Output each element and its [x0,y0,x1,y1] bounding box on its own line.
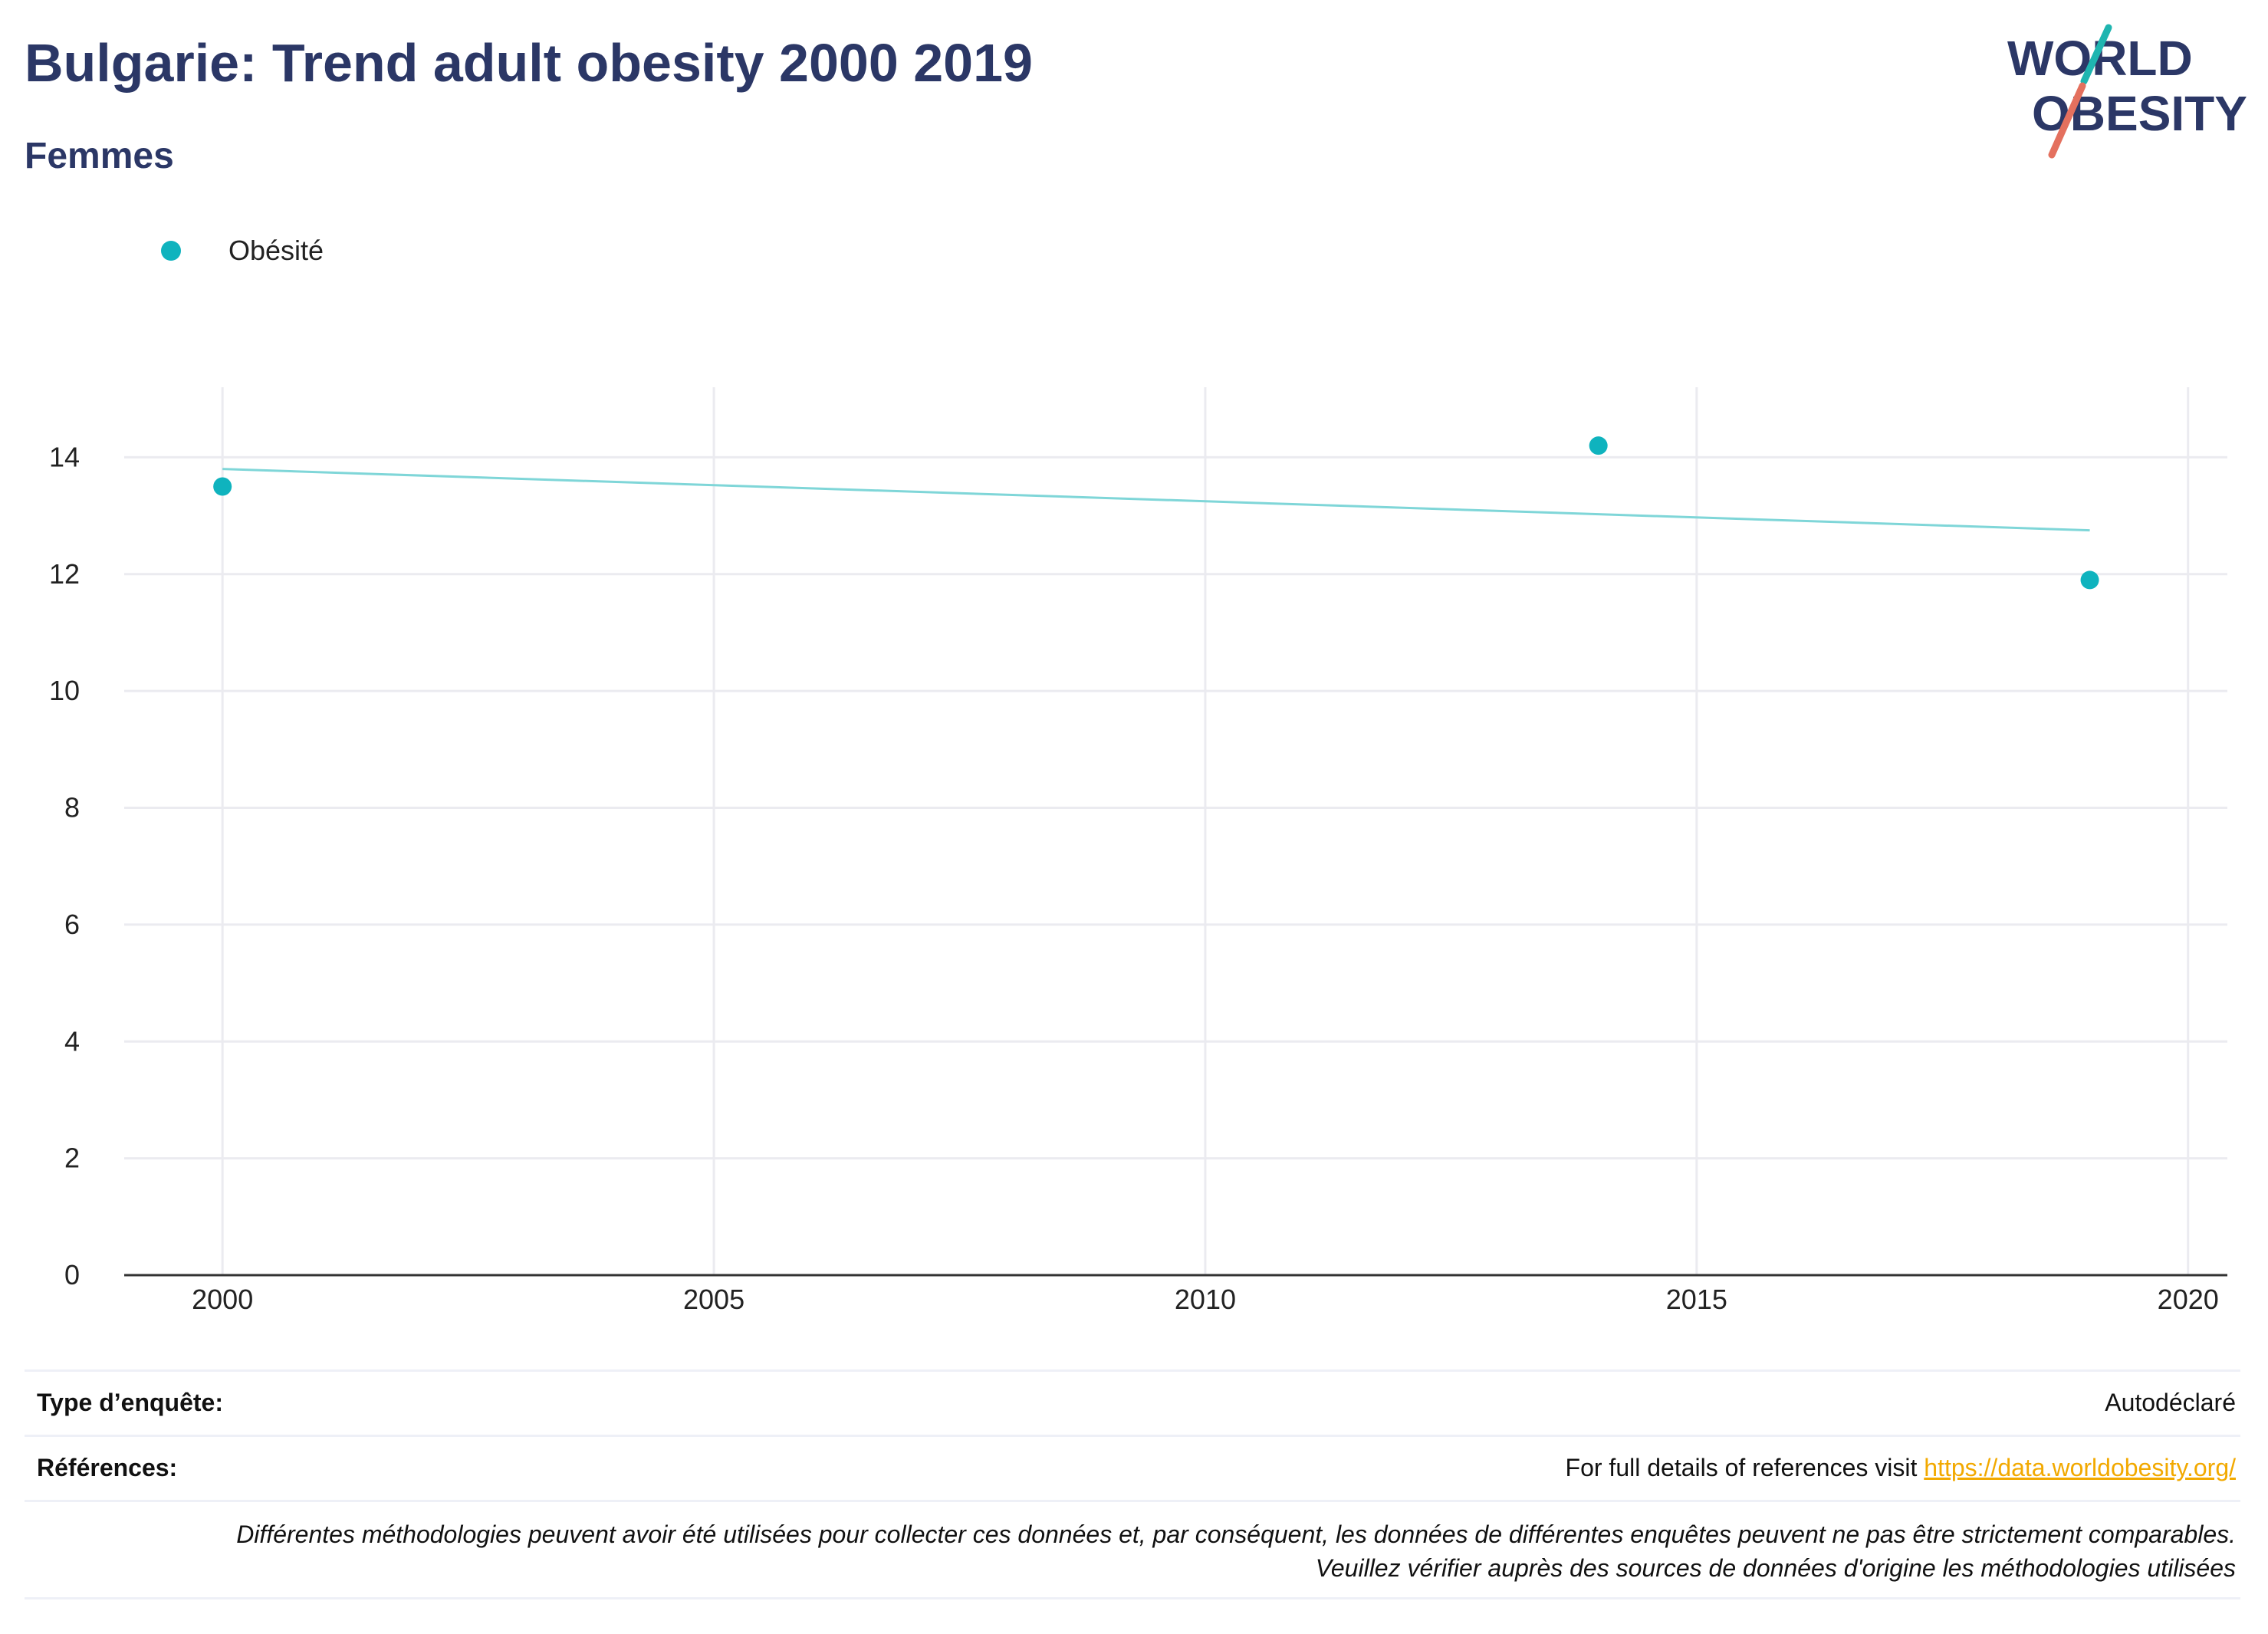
references-row: Références: For full details of referenc… [25,1435,2240,1500]
survey-type-row: Type d’enquête: Autodéclaré [25,1369,2240,1435]
y-tick-label: 10 [49,675,80,706]
references-text: For full details of references visit [1565,1454,1925,1481]
axes: 0 2 4 6 8 10 12 14 2000 2005 2010 2015 2020 [49,441,2227,1315]
trendline [222,468,2090,532]
references-label: Références: [37,1454,178,1481]
y-tick-label: 2 [64,1142,80,1174]
survey-type-label: Type d’enquête: [37,1389,223,1416]
data-point [2080,570,2099,590]
methodology-note: Différentes méthodologies peuvent avoir … [236,1521,2236,1582]
survey-type-value: Autodéclaré [2105,1389,2236,1416]
grid-lines [124,387,2227,1275]
x-tick-label: 2020 [2158,1284,2219,1315]
y-tick-label: 14 [49,441,80,472]
x-tick-label: 2010 [1175,1284,1236,1315]
y-tick-label: 6 [64,909,80,940]
x-tick-label: 2000 [192,1284,253,1315]
data-point [213,477,232,496]
logo-slash-teal [2080,24,2112,85]
chart-title: Bulgarie: Trend adult obesity 2000 2019 [25,33,1033,93]
chart-footer: Type d’enquête: Autodéclaré Références: … [25,1369,2240,1599]
legend-marker-obesite [161,241,181,261]
logo-slash-coral [2048,82,2086,159]
y-tick-label: 8 [64,792,80,824]
trendline-layer [222,468,2090,532]
scatter-chart: 0 2 4 6 8 10 12 14 2000 2005 2010 2015 2020 [49,387,2227,1315]
legend-label-obesite: Obésité [228,235,324,266]
y-tick-label: 12 [49,558,80,590]
methodology-note-row: Différentes méthodologies peuvent avoir … [25,1500,2240,1599]
y-tick-label: 0 [64,1259,80,1290]
x-tick-label: 2015 [1666,1284,1727,1315]
data-points [213,436,2099,590]
references-link[interactable]: https://data.worldobesity.org/ [1924,1454,2236,1481]
data-point [1589,436,1608,455]
x-tick-label: 2005 [683,1284,744,1315]
chart-subtitle: Femmes [25,136,174,176]
references-value: For full details of references visit htt… [1566,1454,2236,1482]
chart-legend[interactable]: Obésité [161,232,324,270]
y-tick-label: 4 [64,1025,80,1057]
world-obesity-logo: WORLD OBESITY [2007,24,2247,159]
